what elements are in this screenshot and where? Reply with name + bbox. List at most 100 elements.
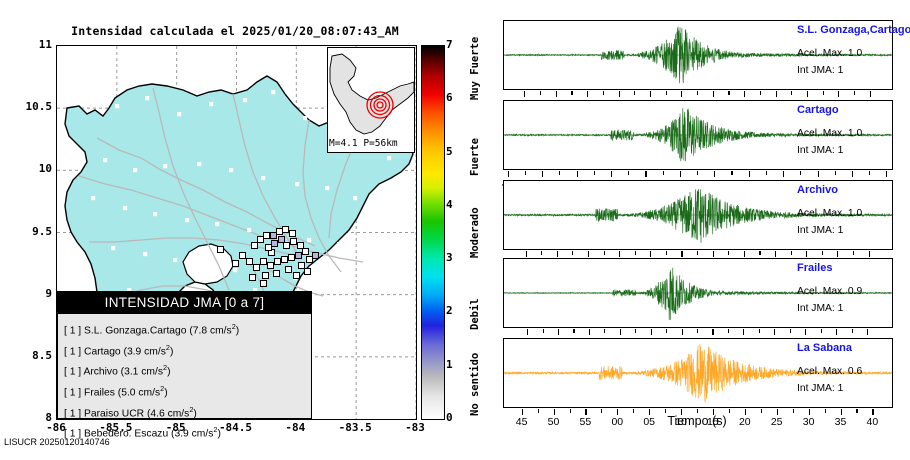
station-marker[interactable] [293, 272, 300, 279]
station-marker[interactable] [270, 232, 277, 239]
seismogram-station-name[interactable]: Archivo [797, 184, 838, 196]
station-marker[interactable] [285, 266, 292, 273]
station-marker[interactable] [239, 252, 246, 259]
station-marker[interactable] [290, 238, 297, 245]
station-marker[interactable] [260, 280, 267, 287]
seismogram-tick-label: 50 [547, 416, 560, 428]
seismogram-accel-label: Acel. Max. 1.0 [797, 128, 863, 139]
colorbar-category: No sentido [469, 352, 481, 416]
colorbar-tick: 3 [446, 251, 453, 265]
map-x-tick: -86 [46, 421, 66, 434]
station-marker[interactable] [260, 258, 267, 265]
colorbar-tick: 1 [446, 357, 453, 371]
map-y-tick: 9.5 [32, 224, 52, 238]
station-marker[interactable] [274, 258, 281, 265]
station-marker[interactable] [295, 252, 302, 259]
seismogram-ticks-5 [503, 409, 891, 415]
station-marker[interactable] [304, 268, 311, 275]
seismogram-accel-label: Acel. Max. 1.0 [797, 48, 863, 59]
legend-row: [ 1 ] Bebedero. Escazu (3.9 cm/s2) [64, 425, 221, 440]
seismogram-ticks-3 [503, 251, 891, 257]
station-marker[interactable] [282, 226, 289, 233]
seismogram-tick-label: 20 [738, 416, 751, 428]
map-y-tick: 8.5 [32, 348, 52, 362]
inset-locator-map[interactable] [327, 47, 415, 153]
station-marker[interactable] [265, 244, 272, 251]
station-marker[interactable] [267, 262, 274, 269]
seismogram-jma-label: Int JMA: 1 [797, 303, 844, 314]
station-marker[interactable] [298, 262, 305, 269]
station-marker[interactable] [271, 240, 278, 247]
station-marker[interactable] [278, 236, 285, 243]
station-marker[interactable] [302, 248, 309, 255]
station-marker[interactable] [253, 264, 260, 271]
seismogram-trace-5[interactable] [503, 338, 893, 408]
colorbar-tick: 6 [446, 91, 453, 105]
seismogram-x-axis-title: Tiempo (s) [667, 414, 727, 428]
seismogram-trace-1[interactable] [503, 20, 893, 90]
station-marker[interactable] [217, 246, 224, 253]
costa-rica-map [57, 46, 416, 419]
seismogram-accel-label: Acel. Max. 1.0 [797, 208, 863, 219]
station-marker[interactable] [283, 242, 290, 249]
seismogram-jma-label: Int JMA: 1 [797, 145, 844, 156]
colorbar-tick: 4 [446, 197, 453, 211]
seismogram-jma-label: Int JMA: 1 [797, 225, 844, 236]
seismogram-ticks-1 [503, 91, 891, 97]
page-title: Intensidad calculada el 2025/01/20_08:07… [71, 24, 399, 38]
station-marker[interactable] [251, 242, 258, 249]
station-marker[interactable] [249, 274, 256, 281]
station-marker[interactable] [289, 230, 296, 237]
seismogram-trace-3[interactable] [503, 180, 893, 250]
map-x-tick: -85 [165, 421, 186, 434]
seismogram-station-name[interactable]: S.L. Gonzaga,Cartago [797, 24, 910, 36]
colorbar-category: Debil [469, 298, 481, 330]
seismogram-ticks-4 [503, 329, 891, 335]
station-marker[interactable] [312, 252, 319, 259]
seismogram-accel-label: Acel. Max. 0.9 [797, 286, 863, 297]
colorbar-tick: 2 [446, 304, 453, 318]
colorbar-category: Muy Fuerte [469, 36, 481, 100]
map-x-tick: -84.5 [218, 421, 253, 434]
legend-row: [ 1 ] Archivo (3.1 cm/s2) [64, 363, 171, 378]
map-x-tick: -84 [285, 421, 306, 434]
colorbar-tick: 5 [446, 144, 453, 158]
legend-title: INTENSIDAD JMA [0 a 7] [58, 292, 311, 314]
intensity-legend: INTENSIDAD JMA [0 a 7] [ 1 ] S.L. Gonzag… [57, 291, 312, 440]
seismogram-trace-4[interactable] [503, 258, 893, 328]
seismogram-station-name[interactable]: Frailes [797, 262, 833, 274]
seismogram-jma-label: Int JMA: 1 [797, 65, 844, 76]
seismogram-tick-label: 45 [515, 416, 528, 428]
map-y-tick: 10 [38, 162, 52, 176]
seismogram-station-name[interactable]: La Sabana [797, 342, 853, 354]
intensity-colorbar [421, 45, 445, 420]
seismogram-ticks-2 [503, 171, 891, 177]
seismogram-accel-label: Acel. Max. 0.6 [797, 366, 863, 377]
seismogram-tick-label: 55 [579, 416, 592, 428]
station-marker[interactable] [306, 256, 313, 263]
station-marker[interactable] [288, 254, 295, 261]
station-marker[interactable] [273, 270, 280, 277]
legend-row: [ 1 ] Cartago (3.9 cm/s2) [64, 342, 174, 358]
seismogram-tick-label: 00 [611, 416, 624, 428]
seismogram-tick-label: 35 [834, 416, 847, 428]
map-y-tick: 9 [45, 286, 52, 300]
station-marker[interactable] [263, 232, 270, 239]
seismogram-tick-label: 15 [707, 416, 719, 428]
station-marker[interactable] [257, 236, 264, 243]
legend-row: [ 1 ] Frailes (5.0 cm/s2) [64, 383, 168, 399]
station-marker[interactable] [297, 242, 304, 249]
legend-row: [ 1 ] Paraiso UCR (4.6 cm/s2) [64, 404, 197, 419]
station-marker[interactable] [246, 258, 253, 265]
magnitude-depth-label: M=4.1 P=56km [329, 138, 398, 149]
seismogram-tick-label: 40 [866, 416, 879, 428]
seismogram-tick-label: 10 [675, 416, 687, 428]
seismogram-station-name[interactable]: Cartago [797, 104, 839, 116]
station-marker[interactable] [232, 260, 239, 267]
colorbar-category: Moderado [469, 207, 481, 258]
legend-row: [ 1 ] S.L. Gonzaga.Cartago (7.8 cm/s2) [64, 322, 240, 337]
seismogram-trace-2[interactable] [503, 100, 893, 170]
station-marker[interactable] [262, 272, 269, 279]
seismogram-jma-label: Int JMA: 1 [797, 383, 844, 394]
station-marker[interactable] [281, 256, 288, 263]
